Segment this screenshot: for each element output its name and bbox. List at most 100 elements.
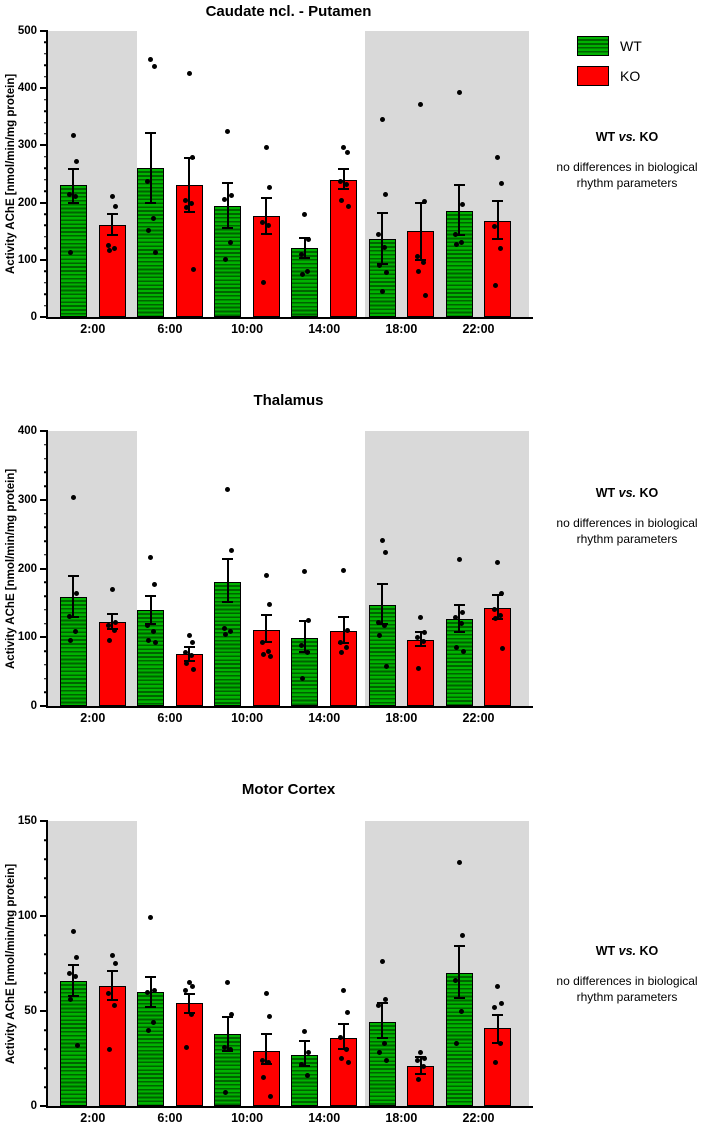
- data-point: [67, 191, 73, 197]
- data-point: [414, 635, 420, 641]
- error-bar: [303, 1041, 306, 1067]
- error-bar-cap: [106, 998, 118, 1001]
- data-point: [144, 623, 150, 629]
- error-bar: [111, 613, 114, 629]
- data-point: [460, 932, 466, 938]
- data-point: [414, 1057, 420, 1063]
- y-axis-tick: [43, 677, 48, 680]
- data-point: [184, 660, 190, 666]
- data-point: [414, 254, 420, 260]
- data-point: [453, 614, 459, 620]
- error-bar-cap: [453, 184, 465, 187]
- data-point: [227, 1046, 233, 1052]
- data-point: [495, 559, 501, 565]
- y-axis-tick-label: 150: [17, 815, 37, 827]
- bar-wt-6:00: [137, 610, 165, 706]
- legend-label-wt: WT: [620, 38, 642, 54]
- error-bar: [265, 615, 268, 643]
- error-bar-cap: [376, 212, 388, 215]
- data-point: [222, 632, 228, 637]
- data-point: [148, 555, 154, 560]
- data-point: [299, 271, 305, 277]
- error-bar-cap: [260, 233, 272, 236]
- ko-swatch: [577, 66, 609, 86]
- error-bar-cap: [222, 227, 234, 230]
- y-axis-tick: [40, 316, 48, 318]
- bar-ko-14:00: [330, 631, 357, 706]
- data-point: [68, 997, 74, 1003]
- note-title: WT vs. KO: [595, 130, 659, 144]
- error-bar: [72, 576, 75, 618]
- y-axis-tick: [43, 540, 48, 542]
- error-bar: [265, 1033, 268, 1065]
- data-point: [384, 1057, 390, 1063]
- data-point: [70, 132, 76, 138]
- error-bar-cap: [415, 1055, 427, 1058]
- y-axis-tick: [43, 247, 48, 250]
- data-point: [225, 980, 231, 986]
- data-point: [338, 197, 344, 203]
- data-point: [337, 1035, 343, 1041]
- y-axis-tick: [40, 915, 48, 917]
- data-point: [376, 1002, 382, 1008]
- y-axis-tick: [43, 304, 48, 307]
- data-point: [305, 617, 311, 623]
- data-point: [268, 1094, 274, 1100]
- data-point: [377, 263, 383, 269]
- data-point: [266, 222, 272, 228]
- error-bar-cap: [260, 614, 272, 617]
- x-axis-label: 2:00: [80, 1111, 106, 1125]
- data-point: [151, 581, 157, 587]
- data-point: [422, 292, 428, 298]
- data-point: [68, 637, 74, 643]
- error-bar: [111, 214, 114, 236]
- data-point: [191, 667, 197, 673]
- error-bar-cap: [492, 594, 504, 597]
- y-axis-tick: [43, 858, 48, 860]
- error-bar-cap: [376, 1036, 388, 1039]
- error-bar-cap: [260, 197, 272, 200]
- data-point: [190, 155, 196, 161]
- error-bar-cap: [183, 992, 195, 995]
- error-bar: [458, 604, 461, 633]
- error-bar-cap: [145, 201, 157, 204]
- data-point: [383, 549, 389, 555]
- data-point: [266, 648, 272, 654]
- data-point: [383, 997, 389, 1003]
- x-axis-label: 18:00: [385, 1111, 418, 1125]
- data-point: [421, 629, 427, 635]
- data-point: [144, 178, 150, 184]
- error-bar-cap: [145, 131, 157, 134]
- data-point: [74, 591, 80, 597]
- data-point: [418, 1050, 424, 1056]
- data-point: [302, 569, 308, 575]
- data-point: [384, 269, 390, 275]
- error-bar-cap: [299, 1040, 311, 1043]
- bar-wt-2:00: [59, 185, 87, 317]
- data-point: [186, 980, 192, 986]
- data-point: [343, 1046, 349, 1052]
- data-point: [495, 155, 501, 161]
- y-axis-tick: [43, 609, 48, 611]
- y-axis-tick: [43, 121, 48, 124]
- error-bar: [188, 993, 191, 1013]
- data-point: [183, 649, 189, 655]
- x-axis-label: 14:00: [308, 322, 341, 336]
- data-point: [222, 256, 228, 262]
- bar-wt-6:00: [137, 992, 165, 1106]
- y-axis-tick-label: 100: [17, 631, 37, 644]
- data-point: [113, 620, 119, 626]
- y-axis-tick: [43, 53, 48, 55]
- y-axis-tick: [43, 664, 48, 666]
- chart-title-caudate-putamen: Caudate ncl. - Putamen: [205, 3, 372, 20]
- data-point: [150, 629, 156, 635]
- error-bar-cap: [415, 1072, 427, 1075]
- y-axis-tick: [43, 896, 48, 898]
- y-axis-tick: [43, 691, 48, 693]
- data-point: [298, 251, 304, 257]
- bar-wt-22:00: [445, 973, 473, 1106]
- note-title: WT vs. KO: [595, 944, 659, 958]
- y-axis-tick: [43, 1029, 48, 1031]
- y-axis-tick: [43, 650, 48, 652]
- data-point: [189, 1012, 195, 1018]
